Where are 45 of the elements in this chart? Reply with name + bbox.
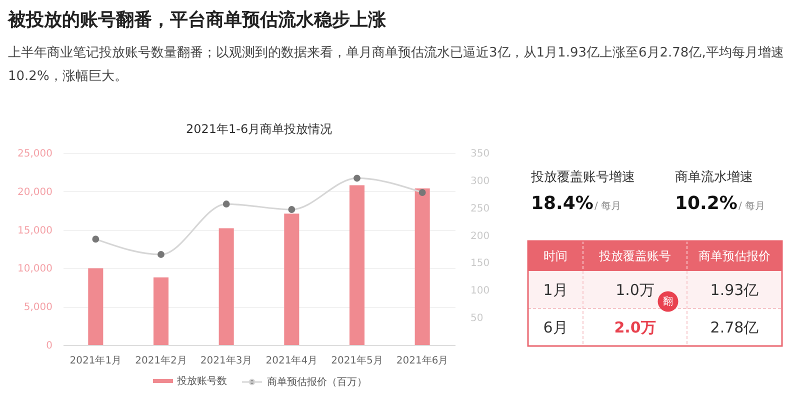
legend-label: 投放账号数 [176, 375, 227, 387]
text: 商单流水增速 [675, 169, 753, 185]
text: 上半年商业笔记投放账号数量翻番；以观测到的数据来看，单月商单预估流水已逼近3亿，从1月1.93亿上涨至6月2.78亿,平均每月增速10.2%，涨幅巨大。 [8, 44, 784, 84]
bar [218, 228, 234, 345]
text: 投放覆盖账号增速 [530, 169, 635, 185]
point [92, 236, 100, 243]
y-tick-label: 15,000 [18, 225, 52, 236]
text: 2.0万 [614, 318, 656, 336]
text: 10.2% [675, 193, 738, 214]
legend-label: 商单预估报价（百万） [267, 376, 367, 388]
text: 时间 [544, 249, 568, 263]
text: 商单预估报价 [698, 249, 770, 263]
text: / 每月 [738, 200, 766, 212]
x-tick-label: 2021年2月 [135, 354, 187, 366]
text: 1.93亿 [710, 280, 759, 299]
x-tick-label: 2021年4月 [266, 354, 318, 366]
y-tick-label: 25,000 [18, 148, 52, 160]
y-tick-label: 5,000 [24, 302, 52, 314]
x-tick-label: 2021年5月 [331, 354, 383, 366]
x-tick-label: 2021年6月 [396, 354, 448, 366]
bar [284, 214, 300, 345]
bar [153, 277, 169, 345]
point [222, 200, 230, 208]
text: 1.0万 [616, 280, 654, 299]
text: 18.4% [531, 193, 594, 214]
bar [88, 268, 104, 345]
bar [349, 185, 365, 345]
point [158, 251, 164, 258]
y-tick-label: 20,000 [18, 186, 52, 198]
text: 被投放的账号翻番，平台商单预估流水稳步上涨 [7, 10, 387, 30]
point [288, 206, 296, 213]
x-tick-label: 2021年1月 [70, 354, 122, 366]
point [354, 174, 360, 182]
x-tick-label: 2021年3月 [200, 354, 252, 366]
y-tick-label: 10,000 [18, 264, 52, 275]
text: 2.78亿 [710, 318, 759, 336]
text: 6月 [543, 318, 568, 336]
y-tick-label: 0 [46, 340, 52, 352]
text: 翻 [663, 296, 673, 308]
bar [414, 188, 430, 345]
text: 1月 [543, 280, 568, 299]
chart-title: 2021年1-6月商单投放情况 [186, 122, 332, 136]
point [418, 189, 426, 196]
text: 投放覆盖账号 [598, 249, 671, 263]
text: / 每月 [594, 200, 622, 212]
